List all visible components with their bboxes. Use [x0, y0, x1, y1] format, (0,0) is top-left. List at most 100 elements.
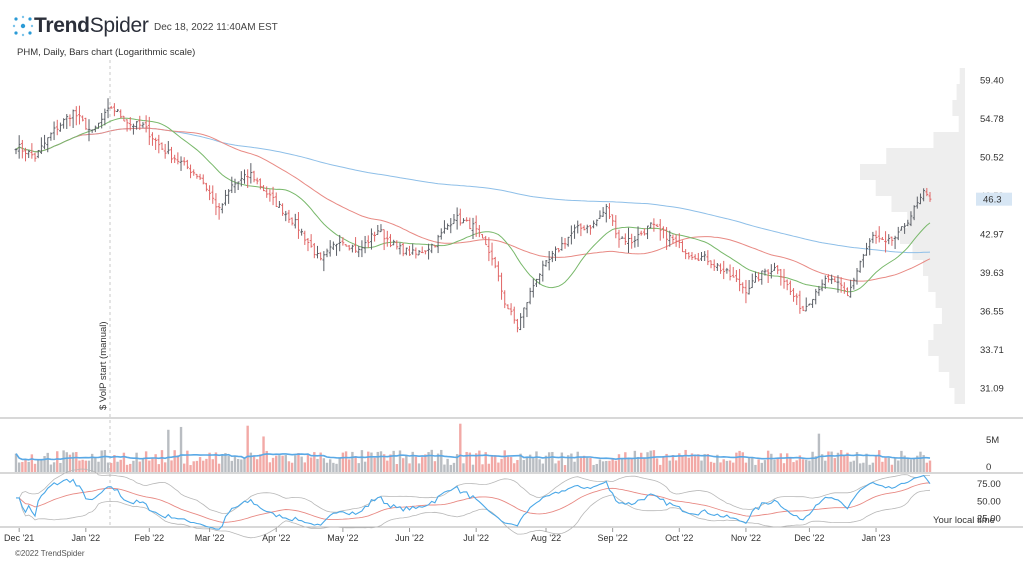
volume-bar — [671, 455, 675, 472]
volume-bar — [24, 459, 27, 472]
volume-bar — [446, 458, 449, 472]
volume-bar — [620, 458, 624, 472]
volume-bar — [462, 463, 465, 472]
volume-bar — [582, 455, 586, 472]
price-tick-label: 33.71 — [980, 345, 1004, 356]
volume-profile-row — [928, 276, 965, 292]
volume-bar — [605, 460, 608, 472]
volume-profile — [860, 68, 965, 404]
volume-profile-row — [941, 308, 965, 324]
volume-bar — [401, 458, 405, 472]
volume-bar — [903, 455, 906, 472]
volume-bar — [100, 450, 103, 472]
volume-bar — [887, 457, 890, 472]
rsi-lower-band — [16, 489, 931, 539]
local-time-note: Your local time — [933, 515, 995, 526]
volume-bar — [928, 460, 932, 472]
volume-bar — [183, 463, 186, 472]
volume-bar — [129, 463, 132, 472]
volume-bar — [811, 451, 814, 472]
volume-bar — [405, 455, 408, 472]
volume-bar — [424, 454, 427, 472]
volume-bar — [141, 458, 145, 472]
volume-bar — [509, 457, 513, 472]
volume-bar — [332, 462, 335, 472]
volume-bar — [348, 459, 351, 472]
volume-bar — [56, 451, 59, 472]
volume-bar — [871, 462, 875, 472]
volume-bar — [474, 453, 478, 472]
volume-bar — [167, 429, 170, 472]
volume-bar — [37, 460, 40, 472]
date-tick-label: Jun '22 — [395, 533, 424, 543]
volume-profile-row — [933, 132, 965, 148]
volume-bar — [319, 452, 322, 472]
volume-bar — [633, 450, 637, 472]
volume-bar — [173, 450, 176, 472]
volume-bar — [452, 462, 456, 472]
volume-bar — [160, 450, 164, 472]
ma-fast-line — [15, 117, 931, 293]
volume-bar — [862, 462, 865, 472]
date-tick-label: Dec '22 — [794, 533, 824, 543]
volume-bar — [144, 451, 148, 472]
rsi-ma-line — [16, 482, 931, 523]
volume-bar — [392, 450, 395, 472]
volume-bar — [528, 454, 532, 472]
volume-bar — [265, 450, 268, 472]
price-tick-label: 31.09 — [980, 384, 1004, 395]
volume-bar — [87, 460, 91, 472]
volume-bar — [360, 450, 364, 472]
rsi-pane — [16, 468, 931, 539]
volume-bar — [440, 449, 443, 472]
volume-bar — [703, 454, 706, 472]
chart-dividers: $ VolP start (manual) — [0, 60, 1023, 528]
volume-bar — [646, 452, 649, 472]
volume-ma-line — [15, 453, 931, 461]
volume-bar — [868, 464, 871, 472]
date-tick-label: Jan '22 — [71, 533, 100, 543]
volume-bar — [563, 465, 567, 472]
volume-bar — [490, 455, 494, 472]
volume-bar — [300, 456, 303, 472]
volume-bar — [595, 463, 598, 472]
date-tick-label: Dec '21 — [4, 533, 34, 543]
volume-bar — [659, 464, 662, 472]
volume-bar — [630, 458, 633, 472]
volume-bar — [417, 463, 421, 472]
volume-bar — [525, 458, 529, 472]
volume-bar — [116, 461, 119, 472]
volume-bar — [195, 460, 199, 472]
volume-bar — [881, 461, 884, 472]
volume-bar — [852, 460, 856, 472]
volume-bar — [135, 452, 138, 472]
volume-bar — [716, 454, 719, 472]
volume-bar — [579, 457, 583, 472]
volume-bar — [113, 455, 116, 472]
volume-bar — [138, 461, 141, 472]
volume-bar — [68, 454, 72, 472]
volume-bar — [722, 459, 725, 472]
volume-bar — [687, 457, 691, 472]
volume-bar — [303, 462, 306, 472]
date-tick-label: Feb '22 — [134, 533, 164, 543]
volume-bar — [522, 460, 525, 472]
volume-profile-row — [899, 228, 965, 244]
volume-bar — [341, 452, 345, 472]
volume-bar — [205, 458, 208, 472]
volume-bar — [858, 463, 862, 472]
volume-bar — [655, 458, 659, 472]
volume-bar — [789, 457, 792, 472]
volume-bar — [576, 451, 579, 472]
rsi-line — [16, 474, 931, 530]
rsi-tick-label: 25.00 — [977, 514, 1001, 525]
volume-bar — [608, 460, 611, 472]
volume-bar — [233, 455, 237, 472]
volume-bar — [386, 460, 389, 472]
date-tick-label: Apr '22 — [262, 533, 290, 543]
volume-bar — [478, 450, 481, 472]
volume-profile-row — [891, 196, 965, 212]
volume-bar — [839, 449, 843, 472]
volume-profile-row — [958, 116, 965, 132]
